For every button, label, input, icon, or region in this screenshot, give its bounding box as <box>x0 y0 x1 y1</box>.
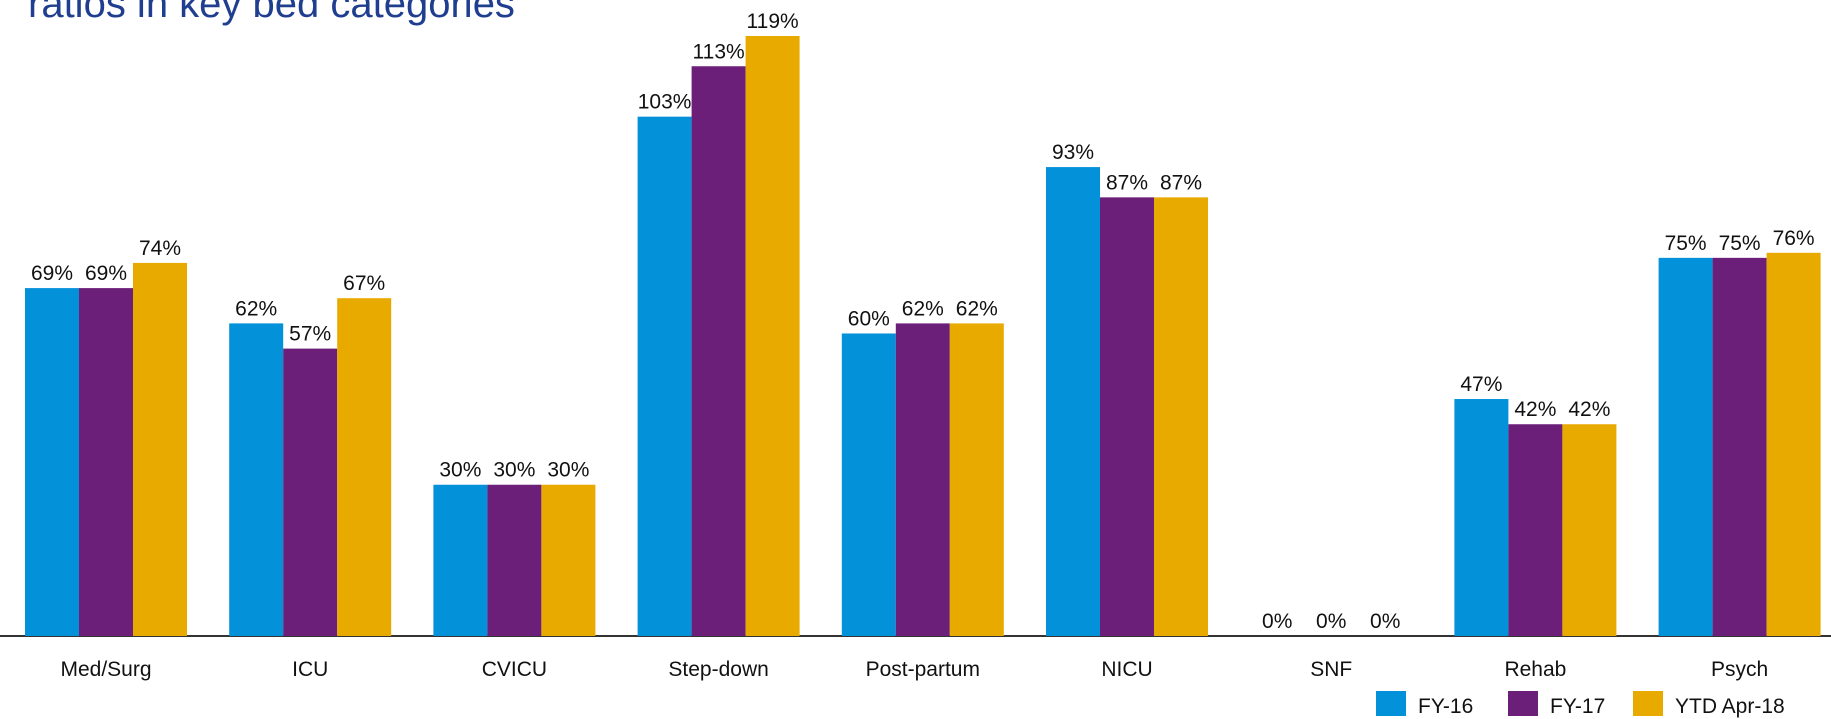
data-label: 0% <box>1262 610 1292 633</box>
bar <box>229 323 284 636</box>
data-label: 0% <box>1316 610 1346 633</box>
bar <box>1046 167 1100 636</box>
data-label: 93% <box>1052 141 1094 164</box>
bar <box>895 323 950 636</box>
x-tick-label: Med/Surg <box>60 658 151 681</box>
bar <box>133 262 187 636</box>
x-tick-label: Psych <box>1711 658 1768 681</box>
x-tick-label: ICU <box>292 658 328 681</box>
bar <box>1658 257 1713 636</box>
data-label: 30% <box>439 459 481 482</box>
bar <box>637 116 692 637</box>
data-label: 69% <box>31 262 73 285</box>
bar <box>487 484 542 636</box>
bar <box>283 348 338 636</box>
legend-swatch <box>1633 691 1663 716</box>
bar <box>541 484 596 636</box>
chart-title: ratios in key bed categories <box>28 0 515 26</box>
data-label: 75% <box>1719 232 1761 255</box>
data-label: 0% <box>1370 610 1400 633</box>
data-label: 62% <box>902 297 944 320</box>
data-label: 119% <box>747 10 799 33</box>
bar <box>1100 197 1154 636</box>
data-label: 47% <box>1460 373 1502 396</box>
x-tick-label: Step-down <box>668 658 768 681</box>
data-label: 62% <box>956 297 998 320</box>
data-label: 67% <box>343 272 385 295</box>
bar <box>1454 399 1509 636</box>
legend-label: FY-17 <box>1550 695 1605 718</box>
bar <box>1766 252 1821 637</box>
x-tick-label: NICU <box>1101 658 1152 681</box>
data-label: 57% <box>289 323 331 346</box>
data-label: 30% <box>493 459 535 482</box>
bar <box>691 66 746 637</box>
legend-swatch <box>1376 691 1406 716</box>
x-tick-label: Rehab <box>1504 658 1566 681</box>
data-label: 76% <box>1773 227 1815 250</box>
bar <box>79 288 133 636</box>
bar <box>1154 197 1208 636</box>
data-label: 87% <box>1106 171 1148 194</box>
bar <box>745 36 800 636</box>
legend-label: FY-16 <box>1418 695 1473 718</box>
legend-label: YTD Apr-18 <box>1675 695 1785 718</box>
x-tick-label: CVICU <box>482 658 547 681</box>
bar <box>841 333 896 636</box>
bar <box>433 484 488 636</box>
data-label: 87% <box>1160 171 1202 194</box>
data-label: 60% <box>848 307 890 330</box>
data-label: 30% <box>547 459 589 482</box>
bar <box>25 288 79 636</box>
data-label: 74% <box>139 237 181 260</box>
bar <box>337 298 392 636</box>
data-label: 75% <box>1665 232 1707 255</box>
data-label: 103% <box>638 91 692 114</box>
data-label: 42% <box>1514 398 1556 421</box>
legend-swatch <box>1508 691 1538 716</box>
data-label: 113% <box>693 40 745 63</box>
data-label: 62% <box>235 297 277 320</box>
x-tick-label: SNF <box>1310 658 1352 681</box>
bar <box>1562 424 1617 636</box>
bar <box>949 323 1004 636</box>
data-label: 42% <box>1568 398 1610 421</box>
bar <box>1712 257 1767 636</box>
data-label: 69% <box>85 262 127 285</box>
bar <box>1508 424 1563 636</box>
x-tick-label: Post-partum <box>866 658 980 681</box>
